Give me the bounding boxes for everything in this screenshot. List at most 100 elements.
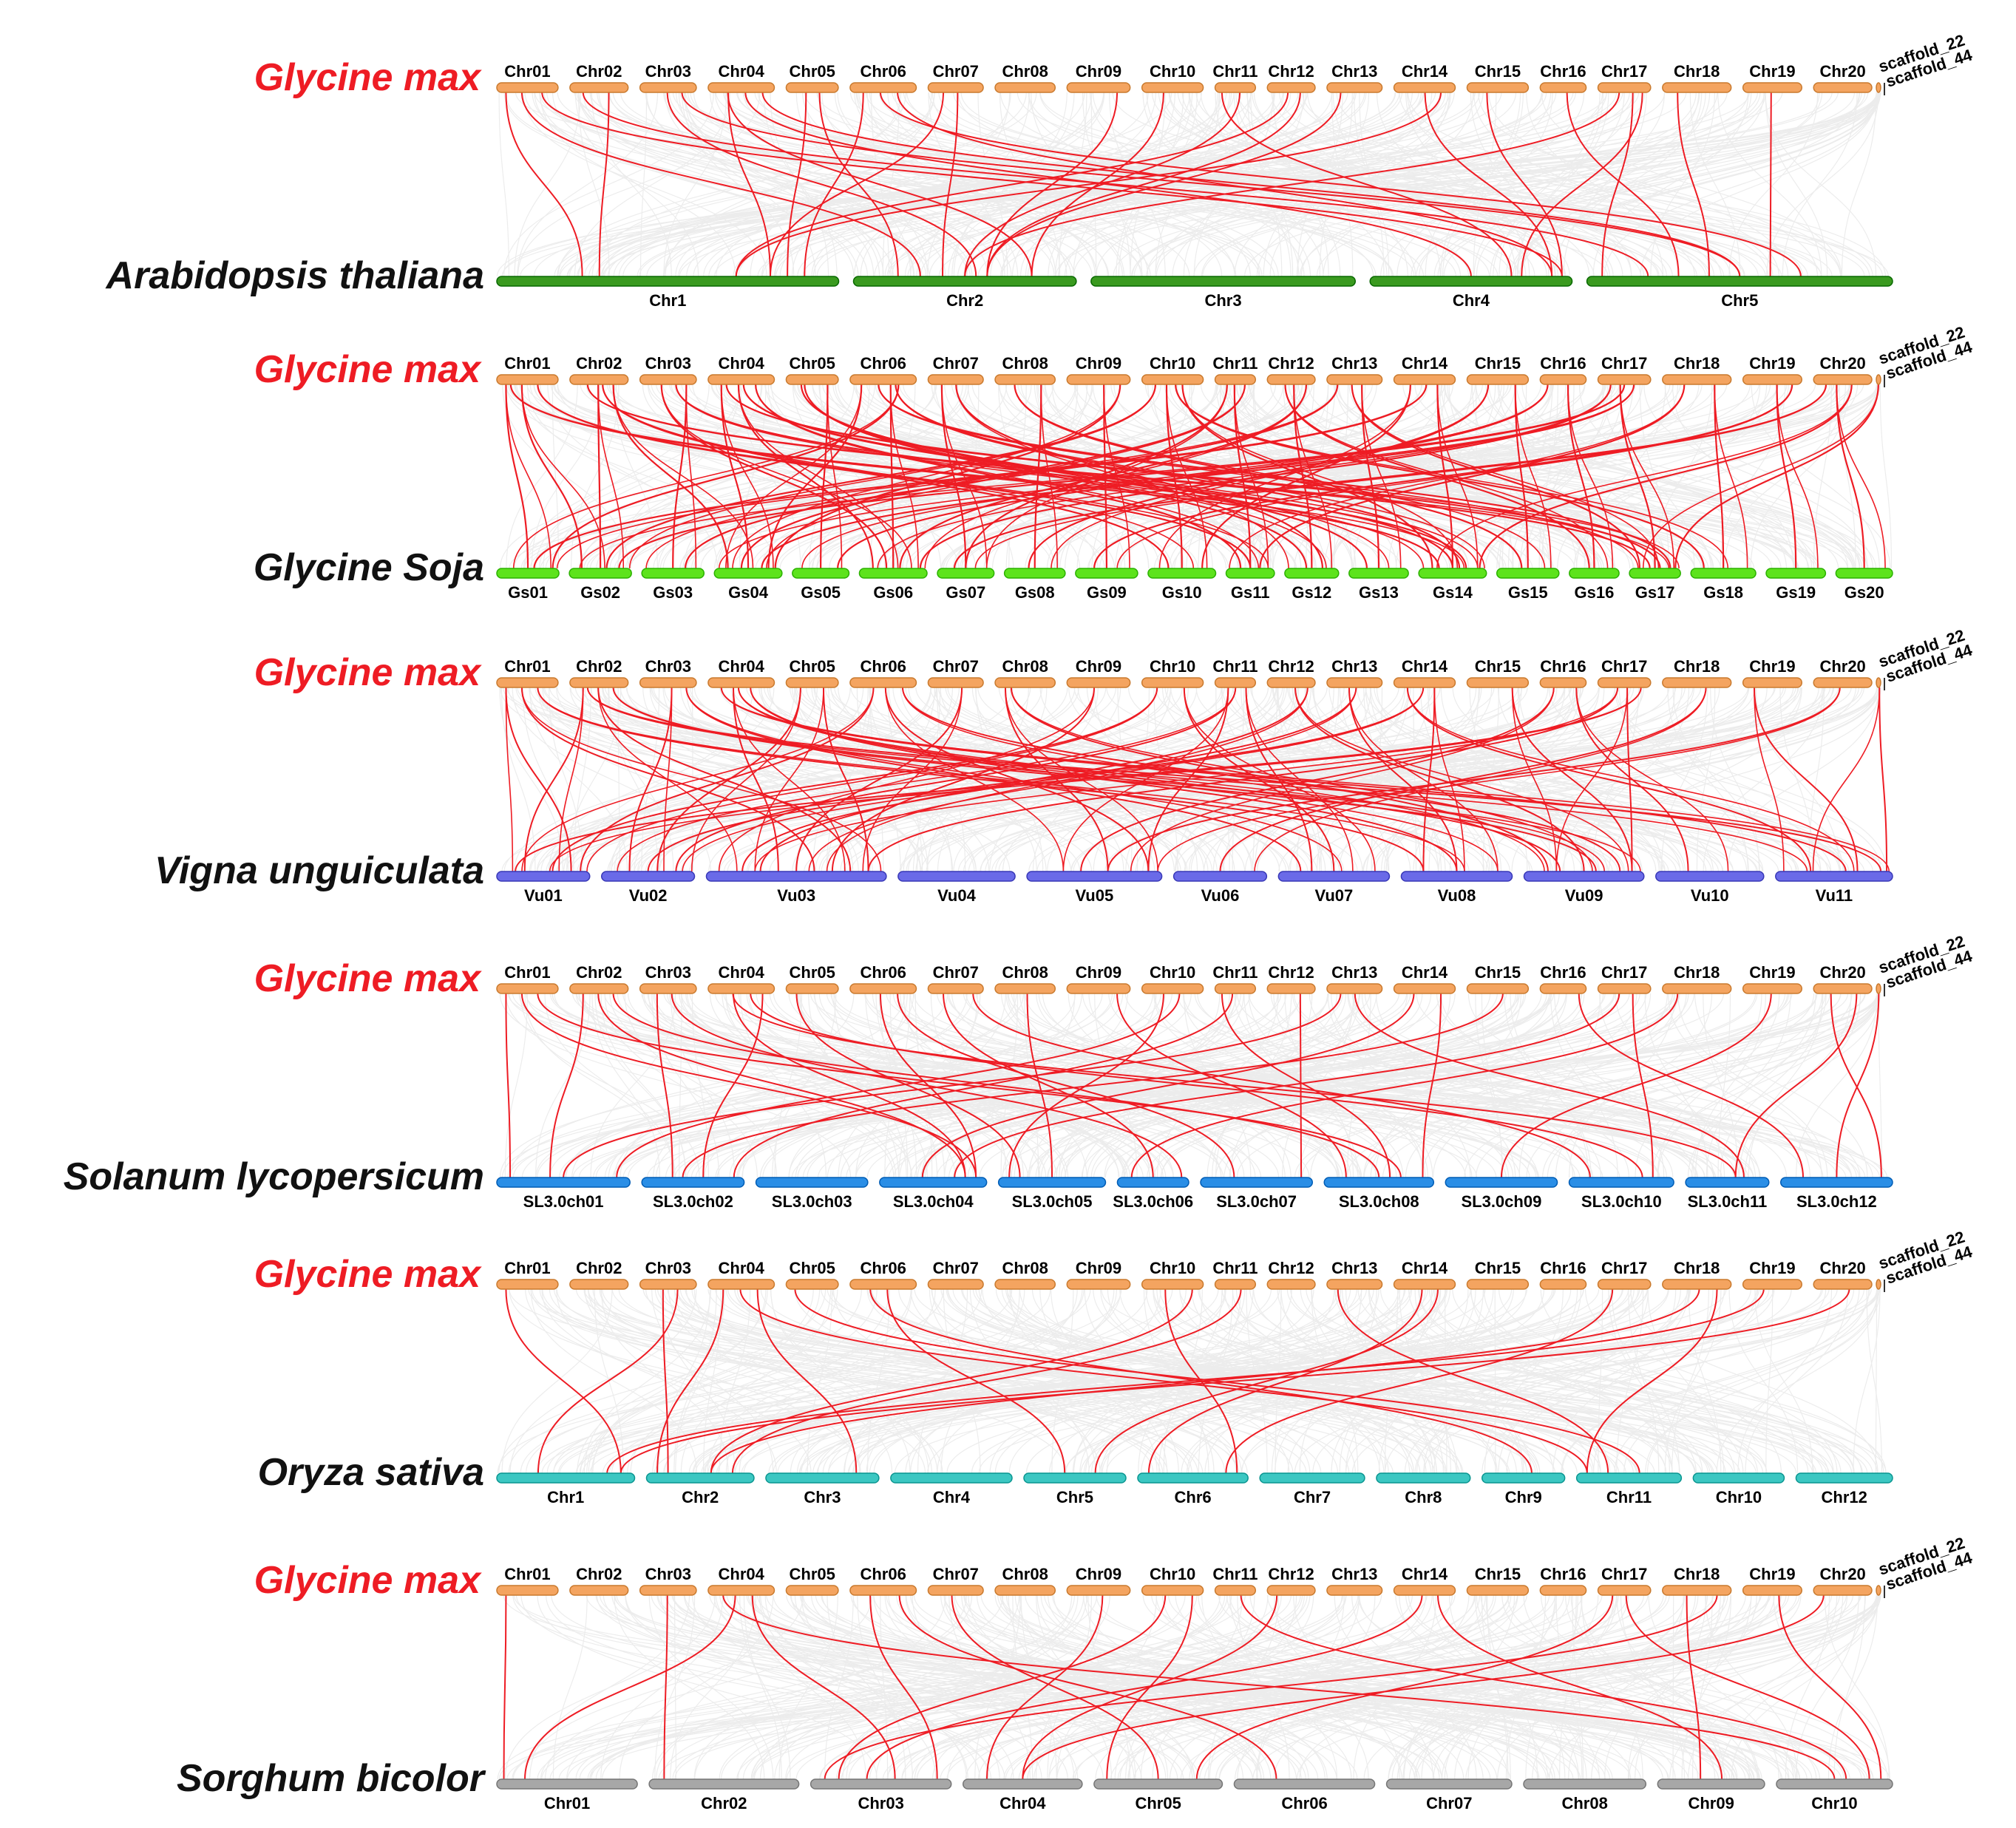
target-chromosome-bar bbox=[1284, 568, 1340, 579]
collinear-background-link bbox=[1182, 993, 1426, 1178]
target-chromosome-label: SL3.0ch01 bbox=[523, 1192, 604, 1211]
syntenic-pair-link bbox=[1753, 687, 1859, 872]
collinear-background-link bbox=[1155, 92, 1646, 277]
collinear-background-link bbox=[509, 1288, 1533, 1474]
collinear-background-link bbox=[1405, 993, 1687, 1178]
collinear-background-link bbox=[796, 1288, 1226, 1474]
collinear-background-link bbox=[665, 1594, 1789, 1780]
collinear-background-link bbox=[940, 1594, 1877, 1780]
collinear-background-link bbox=[526, 993, 1224, 1178]
collinear-background-link bbox=[643, 993, 1280, 1178]
collinear-background-link bbox=[574, 92, 730, 277]
syntenic-pair-link bbox=[862, 687, 963, 872]
collinear-background-link bbox=[591, 687, 1072, 872]
reference-chromosome-label: Chr05 bbox=[790, 963, 835, 982]
collinear-background-link bbox=[1371, 687, 1383, 872]
collinear-background-link bbox=[1555, 993, 1713, 1178]
syntenic-pair-link bbox=[727, 92, 1033, 277]
collinear-background-link bbox=[537, 1594, 878, 1780]
collinear-background-link bbox=[595, 1594, 1347, 1780]
collinear-background-link bbox=[1298, 993, 1451, 1178]
collinear-background-link bbox=[1172, 92, 1449, 277]
reference-chromosome-label: Chr16 bbox=[1540, 963, 1586, 982]
syntenic-pair-link bbox=[710, 1288, 1193, 1474]
reference-chromosome-label: Chr03 bbox=[645, 657, 691, 676]
target-chromosome-label: Gs18 bbox=[1703, 583, 1743, 602]
collinear-background-link bbox=[1728, 1288, 1799, 1474]
collinear-background-link bbox=[878, 92, 1642, 277]
reference-chromosome-label: Chr12 bbox=[1268, 963, 1314, 982]
collinear-background-link bbox=[903, 384, 1695, 569]
collinear-background-link bbox=[509, 993, 906, 1178]
target-chromosome-label: Chr2 bbox=[682, 1488, 719, 1506]
collinear-background-link bbox=[1204, 1288, 1441, 1474]
reference-chromosome-bar bbox=[1141, 374, 1204, 385]
collinear-background-link bbox=[974, 1594, 1021, 1780]
collinear-background-link bbox=[1048, 1594, 1861, 1780]
collinear-background-link bbox=[497, 1594, 1246, 1780]
syntenic-pair-link bbox=[744, 92, 1472, 277]
collinear-background-link bbox=[1608, 687, 1802, 872]
collinear-background-link bbox=[1240, 384, 1433, 569]
syntenic-pair-link bbox=[647, 687, 1425, 872]
syntenic-pair-link bbox=[1130, 687, 1555, 872]
collinear-background-link bbox=[716, 384, 1032, 569]
collinear-background-link bbox=[964, 993, 1076, 1178]
collinear-background-link bbox=[686, 92, 1202, 277]
collinear-background-link bbox=[982, 1288, 1311, 1474]
scaffold-bar bbox=[1876, 677, 1881, 688]
syntenic-pair-link bbox=[750, 993, 1643, 1178]
syntenic-pair-link bbox=[1776, 384, 1819, 569]
syntenic-pair-link bbox=[537, 384, 1269, 569]
collinear-background-link bbox=[520, 1594, 992, 1780]
reference-chromosome-bar bbox=[1066, 82, 1131, 93]
collinear-background-link bbox=[821, 1594, 1553, 1780]
scaffold-bar bbox=[1884, 1280, 1885, 1292]
target-species-label: Vigna unguiculata bbox=[155, 849, 484, 892]
collinear-background-link bbox=[734, 1288, 1429, 1474]
collinear-background-link bbox=[943, 1288, 981, 1474]
syntenic-pair-link bbox=[1293, 384, 1333, 569]
collinear-background-link bbox=[1425, 92, 1521, 277]
collinear-background-link bbox=[715, 92, 1766, 277]
reference-chromosome-bar bbox=[639, 1585, 697, 1596]
collinear-background-link bbox=[625, 1594, 989, 1780]
collinear-background-link bbox=[1440, 687, 1583, 872]
target-chromosome-bar bbox=[496, 276, 840, 287]
target-chromosome-bar bbox=[1765, 568, 1827, 579]
syntenic-pair-link bbox=[1674, 384, 1879, 569]
target-chromosome-label: Chr4 bbox=[1453, 291, 1490, 310]
syntenic-pair-link bbox=[617, 687, 1237, 872]
reference-chromosome-label: Chr08 bbox=[1002, 354, 1048, 373]
collinear-background-link bbox=[1644, 993, 1708, 1178]
syntenic-pair-link bbox=[964, 92, 1620, 277]
reference-chromosome-bar bbox=[1742, 983, 1802, 994]
reference-chromosome-label: Chr14 bbox=[1402, 354, 1448, 373]
target-chromosome-label: Vu03 bbox=[777, 886, 815, 905]
collinear-background-link bbox=[534, 384, 763, 569]
reference-chromosome-label: Chr06 bbox=[860, 1259, 906, 1277]
target-chromosome-label: Gs20 bbox=[1844, 583, 1884, 602]
collinear-background-link bbox=[1660, 687, 1708, 872]
reference-chromosome-bar bbox=[1662, 374, 1732, 385]
syntenic-pair-link bbox=[616, 993, 1181, 1178]
collinear-background-link bbox=[1025, 1288, 1669, 1474]
syntenic-pair-link bbox=[551, 687, 1158, 872]
collinear-background-link bbox=[866, 92, 1056, 277]
reference-chromosome-bar bbox=[569, 82, 629, 93]
syntenic-pair-link bbox=[1221, 92, 1513, 277]
collinear-background-link bbox=[866, 993, 1675, 1178]
collinear-background-link bbox=[969, 1288, 1090, 1474]
collinear-background-link bbox=[591, 1288, 838, 1474]
collinear-background-link bbox=[1750, 384, 1850, 569]
collinear-background-link bbox=[1132, 92, 1761, 277]
reference-chromosome-label: Chr18 bbox=[1674, 1565, 1720, 1583]
syntenic-pair-link bbox=[720, 384, 750, 569]
syntenic-pair-link bbox=[1422, 687, 1436, 872]
reference-chromosome-label: Chr13 bbox=[1331, 1259, 1377, 1277]
reference-chromosome-bar bbox=[1266, 983, 1316, 994]
reference-chromosome-label: Chr05 bbox=[790, 1259, 835, 1277]
collinear-background-link bbox=[1542, 993, 1878, 1178]
syntenic-pair-link bbox=[804, 92, 864, 277]
